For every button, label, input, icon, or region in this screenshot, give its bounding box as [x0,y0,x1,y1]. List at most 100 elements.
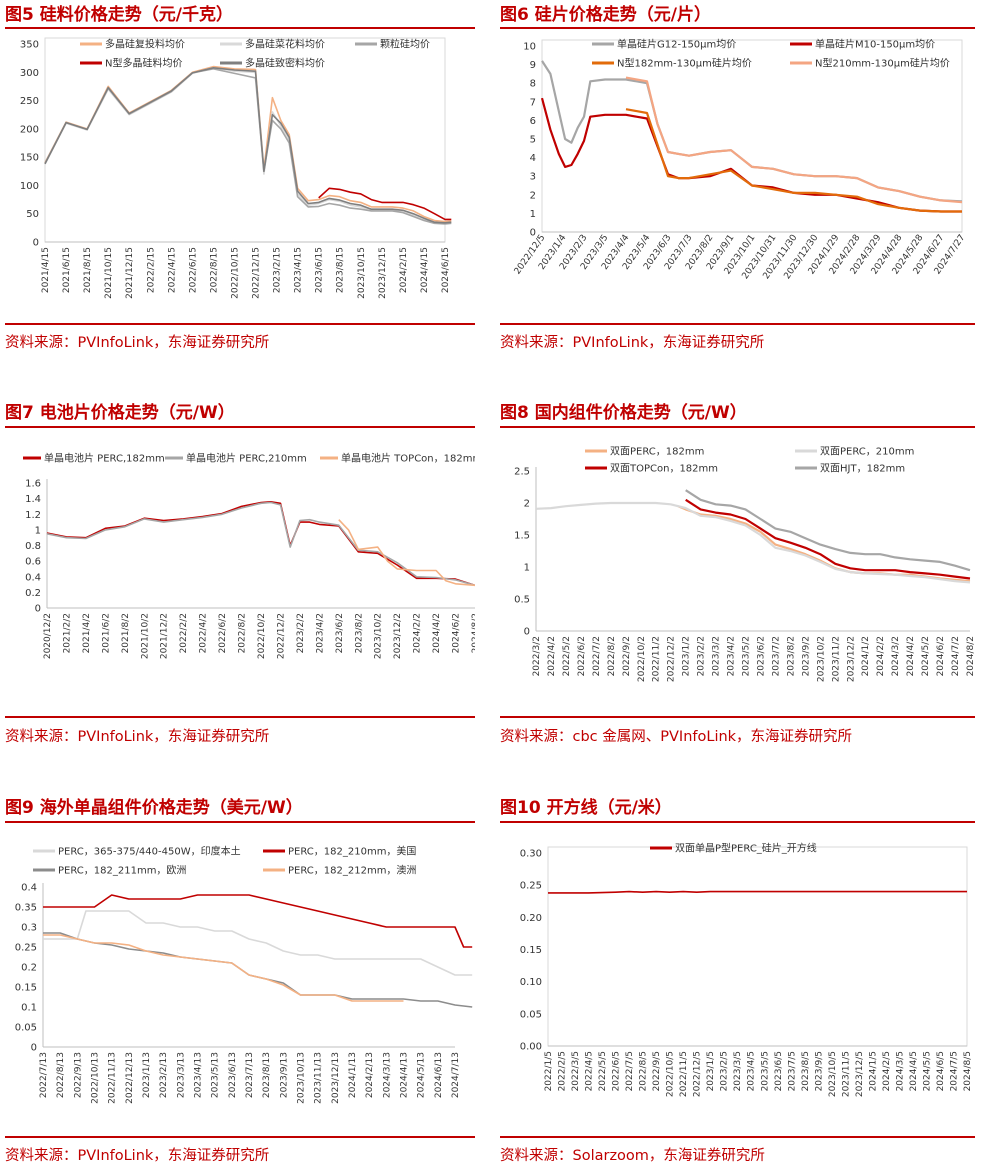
y-tick-label: 0.4 [25,572,41,583]
x-tick-label: 2023/6/2 [335,613,345,653]
chart-panel-7: 图7 电池片价格走势（元/W） 0 0.2 0.4 0.6 0.8 1 1.2 1.4 1.6 2… [5,398,475,758]
y-tick-label: 350 [20,40,39,51]
chart-panel-10: 图10 开方线（元/米） 0.00 0.05 0.10 0.15 0.20 0.25 0.3… [500,793,975,1171]
y-tick-label: 5 [530,135,536,146]
y-tick-label: 100 [20,181,39,192]
x-tick-label: 2022/4/2 [199,613,209,653]
source-note: 资料来源：cbc 金属网、PVInfoLink，东海证券研究所 [500,729,853,745]
divider [5,821,475,823]
y-axis: 0 1 2 3 4 5 6 7 8 9 10 [523,42,536,239]
x-tick-label: 2022/2/15 [146,247,156,293]
x-tick-label: 2023/6/2 [756,636,766,676]
plot-frame [547,846,968,1047]
legend-label: 双面HJT，182mm [820,463,905,475]
x-tick-label: 2022/7/5 [625,1051,635,1091]
x-tick-label: 2022/8/2 [607,636,617,676]
x-tick-label: 2023/2/5 [720,1051,730,1091]
y-tick-label: 200 [20,124,39,135]
x-tick-label: 2022/7/2 [592,636,602,676]
y-tick-label: 1 [35,525,41,536]
y-tick-label: 0.25 [520,881,542,892]
x-tick-label: 2022/12/2 [667,636,677,682]
x-tick-label: 2024/5/2 [921,636,931,676]
x-tick-label: 2021/8/2 [121,613,131,653]
series-line-3 [685,498,971,580]
x-tick-label: 2024/4/15 [420,247,430,293]
y-tick-label: 0.25 [15,943,37,954]
series-line-4 [43,934,404,1002]
series-line-2 [535,501,971,584]
y-tick-label: 0.35 [15,903,37,914]
x-tick-label: 2022/2/2 [179,613,189,653]
legend: 双面单晶P型PERC_硅片_开方线 [650,842,817,855]
x-axis: 2022/12/52023/1/42023/2/32023/3/52023/4/… [513,233,968,281]
x-tick-label: 2023/11/13 [314,1052,324,1104]
x-tick-label: 2022/8/15 [209,247,219,293]
legend-label: 单晶电池片 PERC,210mm [186,452,307,465]
y-tick-label: 0.3 [21,923,37,934]
x-tick-label: 2023/8/2 [354,613,364,653]
legend-label: 单晶电池片 PERC,182mm [44,452,165,465]
chart-panel-5: 图5 硅料价格走势（元/千克） 0 50 100 150 200 250 300 350 202… [5,0,475,360]
source-note: 资料来源：PVInfoLink，东海证券研究所 [5,729,270,745]
x-axis: 2022/1/5 2022/2/5 2022/3/5 2022/4/5 2022/5/5… [544,1051,973,1097]
divider [500,426,975,428]
series-line-4 [625,76,963,204]
x-tick-label: 2024/3/5 [895,1051,905,1091]
y-tick-label: 300 [20,68,39,79]
x-tick-label: 2024/2/5 [882,1051,892,1091]
x-tick-label: 2024/8/5 [963,1051,973,1091]
x-tick-label: 2023/3/2 [712,636,722,676]
x-tick-label: 2024/6/13 [434,1052,444,1098]
chart-panel-9: 图9 海外单晶组件价格走势（美元/W） 0 0.05 0.1 0.15 0.2 0.25 0… [5,793,475,1171]
x-tick-label: 2022/4/2 [547,636,557,676]
x-tick-label: 2022/12/13 [125,1052,135,1104]
x-tick-label: 2021/10/2 [140,613,150,659]
y-tick-label: 0.10 [520,977,542,988]
x-tick-label: 2024/2/2 [876,636,886,676]
x-tick-label: 2023/7/2 [771,636,781,676]
x-axis: 2022/7/13 2022/8/13 2022/9/13 2022/10/13 202… [39,1052,461,1104]
y-tick-label: 0.1 [21,1003,37,1014]
y-tick-label: 0.15 [520,945,542,956]
y-tick-label: 250 [20,96,39,107]
y-tick-label: 10 [523,42,536,53]
x-tick-label: 2024/4/13 [400,1052,410,1098]
x-tick-label: 2022/9/13 [73,1052,83,1098]
x-tick-label: 2020/12/2 [43,613,53,659]
x-tick-label: 2022/4/5 [585,1051,595,1091]
x-tick-label: 2023/6/15 [315,247,325,293]
x-tick-label: 2021/6/15 [62,247,72,293]
divider [500,821,975,823]
y-tick-label: 0.05 [520,1009,542,1020]
x-tick-label: 2022/5/5 [598,1051,608,1091]
x-tick-label: 2023/2/15 [273,247,283,293]
x-tick-label: 2023/12/2 [393,613,403,659]
legend-label: N型210mm-130μm硅片均价 [815,57,950,70]
y-tick-label: 9 [530,60,536,71]
source-note: 资料来源：PVInfoLink，东海证券研究所 [5,335,270,351]
y-tick-label: 0.05 [15,1023,37,1034]
x-tick-label: 2023/4/15 [294,247,304,293]
x-tick-label: 2023/6/13 [228,1052,238,1098]
x-tick-label: 2022/11/2 [652,636,662,682]
series-line-1 [541,60,963,203]
series-line-1 [548,890,967,894]
y-tick-label: 0.8 [25,541,41,552]
x-tick-label: 2024/8/2 [471,613,475,653]
x-tick-label: 2024/2/13 [365,1052,375,1098]
legend: 单晶硅片G12-150μm均价 单晶硅片M10-150μm均价 N型182mm-13… [592,38,950,70]
x-tick-label: 2021/2/2 [62,613,72,653]
x-axis: 2020/12/2 2021/2/2 2021/4/2 2021/6/2 2021/8/… [43,613,475,659]
chart-title: 图7 电池片价格走势（元/W） [5,403,235,423]
y-axis: 0 50 100 150 200 250 300 350 [20,40,39,249]
y-tick-label: 8 [530,79,536,90]
x-tick-label: 2024/6/15 [441,247,451,293]
y-tick-label: 1.5 [514,531,530,542]
divider [5,27,475,29]
legend-label: 双面单晶P型PERC_硅片_开方线 [675,842,817,855]
legend-label: PERC，365-375/440-450W，印度本土 [58,845,241,858]
x-tick-label: 2024/8/2 [966,636,975,676]
x-tick-label: 2023/7/13 [245,1052,255,1098]
